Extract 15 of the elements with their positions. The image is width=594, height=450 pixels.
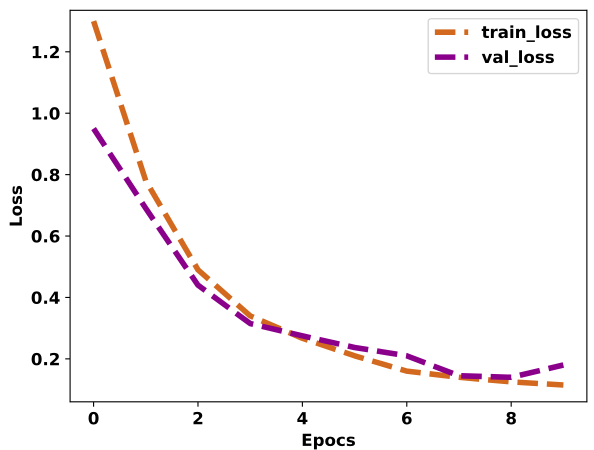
x-axis-title: Epocs: [302, 434, 355, 450]
y-tick-label: 0.2: [32, 352, 59, 366]
y-tick-label: 0.6: [32, 230, 60, 243]
y-tick-label: 0.8: [32, 168, 60, 182]
legend-label: train_loss: [482, 25, 572, 42]
x-tick-label: 0: [88, 412, 99, 424]
x-tick-label: 4: [297, 412, 308, 424]
x-tick-label: 2: [194, 412, 202, 424]
y-tick-label: 1.2: [32, 46, 59, 58]
x-tick-label: 8: [506, 412, 516, 424]
y-tick-label: 1.0: [32, 107, 60, 120]
x-tick-label: 6: [402, 412, 412, 424]
y-axis-title: Loss: [10, 186, 22, 226]
y-tick-label: 0.4: [32, 291, 60, 304]
legend-label: val_loss: [482, 50, 554, 67]
